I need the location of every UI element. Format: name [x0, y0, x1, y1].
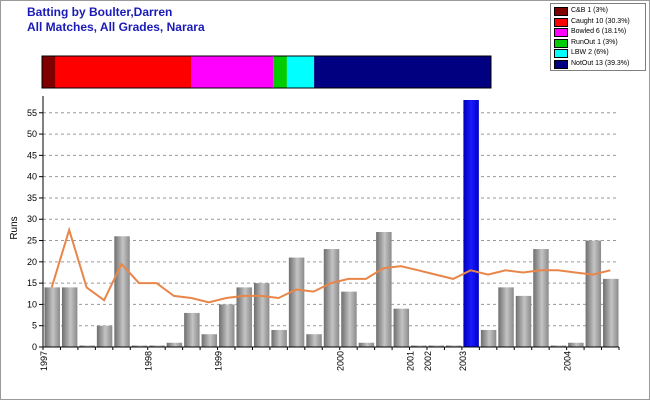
- average-line-path: [50, 226, 611, 304]
- runs-bar: [498, 287, 514, 347]
- dismissal-stacked-bar: [41, 55, 492, 89]
- stack-segment-runout: [273, 56, 287, 88]
- runs-bar: [376, 232, 392, 347]
- legend-swatch: [554, 7, 568, 16]
- average-line: [50, 226, 611, 304]
- x-tick-label: 1999: [214, 351, 224, 371]
- runs-bar: [288, 257, 305, 347]
- legend-swatch: [554, 17, 568, 27]
- runs-bar: [44, 287, 60, 347]
- runs-bar: [428, 345, 444, 347]
- legend-swatch: [554, 59, 568, 69]
- runs-bar: [585, 240, 602, 347]
- runs-bar: [96, 325, 113, 347]
- stack-segment-cb: [42, 56, 56, 88]
- x-tick-label: 2001: [406, 351, 416, 371]
- runs-bar: [184, 312, 200, 347]
- runs-bar: [61, 287, 78, 347]
- runs-bar: [550, 345, 567, 347]
- runs-bar: [515, 295, 532, 347]
- runs-bar: [149, 345, 165, 347]
- runs-bar: [568, 342, 584, 347]
- runs-bar: [480, 329, 497, 347]
- chart-title: Batting by Boulter,Darren: [27, 5, 173, 19]
- y-tick-label: 20: [27, 257, 37, 267]
- runs-bar: [603, 278, 619, 347]
- runs-bar: [323, 249, 340, 347]
- runs-bar: [236, 287, 252, 347]
- runs-bar-highlight: [463, 100, 479, 347]
- runs-bar: [341, 291, 357, 347]
- x-tick-label: 2000: [336, 351, 346, 371]
- runs-bar: [253, 283, 270, 347]
- legend: C&B 1 (3%) Caught 10 (30.3%) Bowled 6 (1…: [550, 3, 646, 71]
- y-tick-label: 5: [32, 321, 37, 331]
- y-tick-label: 15: [27, 278, 37, 288]
- legend-swatch: [554, 49, 568, 58]
- y-axis-title: Runs: [9, 216, 20, 239]
- legend-swatch: [554, 28, 568, 37]
- y-tick-label: 45: [27, 150, 37, 160]
- runs-bar: [358, 342, 375, 347]
- y-tick-label: 0: [32, 342, 37, 352]
- legend-label: Bowled 6 (18.1%): [571, 28, 627, 35]
- y-tick-label: 55: [27, 108, 37, 118]
- stack-segment-bowled: [191, 56, 274, 88]
- x-tick-label: 2003: [458, 351, 468, 371]
- runs-bar: [131, 345, 148, 347]
- runs-bar: [79, 345, 95, 347]
- legend-label: RunOut 1 (3%): [571, 38, 618, 46]
- runs-bar: [219, 304, 235, 347]
- runs-bar: [533, 249, 549, 347]
- runs-bar: [445, 345, 462, 347]
- runs-bar: [201, 334, 218, 347]
- chart-subtitle: All Matches, All Grades, Narara: [27, 20, 205, 34]
- x-tick-label: 2002: [423, 351, 433, 371]
- y-tick-labels: 0 5 10 15 20 25 30 35 40 45 50 55: [27, 108, 43, 352]
- x-tick-label: 2004: [563, 351, 573, 371]
- legend-swatch: [554, 38, 568, 48]
- legend-label: Caught 10 (30.3%): [571, 17, 630, 25]
- runs-bars: [44, 100, 619, 347]
- legend-label: NotOut 13 (39.3%): [571, 59, 630, 67]
- x-tick-label: 1997: [39, 351, 49, 371]
- stack-segment-caught: [55, 56, 192, 88]
- y-tick-label: 10: [27, 299, 37, 309]
- legend-label: LBW 2 (6%): [571, 49, 609, 56]
- y-tick-label: 40: [27, 172, 37, 182]
- runs-bar: [411, 345, 427, 347]
- y-tick-label: 30: [27, 214, 37, 224]
- y-tick-label: 50: [27, 129, 37, 139]
- runs-bar: [393, 308, 410, 347]
- stack-segment-notout: [314, 56, 491, 88]
- stack-segment-lbw: [286, 56, 315, 88]
- legend-label: C&B 1 (3%): [571, 7, 608, 14]
- runs-bar: [306, 334, 322, 347]
- stack-border: [41, 55, 492, 89]
- runs-bar: [271, 329, 287, 347]
- y-tick-label: 35: [27, 193, 37, 203]
- runs-bar: [166, 342, 183, 347]
- x-tick-labels: 1997 1998 1999 2000 2001 2002 2003 2004: [39, 351, 573, 371]
- y-tick-label: 25: [27, 236, 37, 246]
- x-tick-label: 1998: [144, 351, 154, 371]
- axes: [42, 96, 620, 350]
- runs-bar: [114, 236, 130, 347]
